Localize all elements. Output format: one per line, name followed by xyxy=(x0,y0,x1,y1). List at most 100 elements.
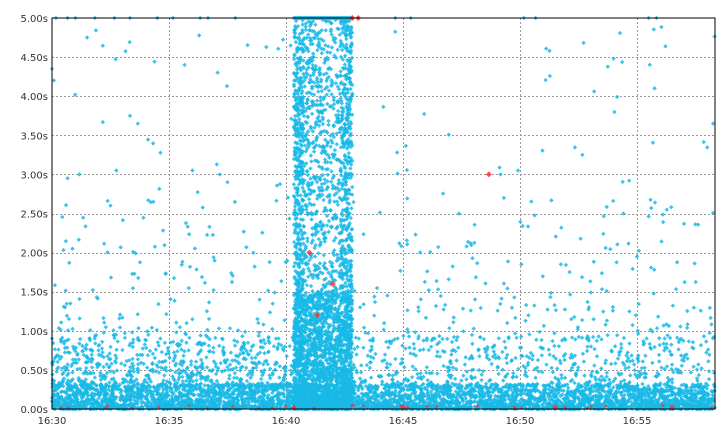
response-time-point xyxy=(79,396,84,401)
response-time-point xyxy=(225,391,231,397)
response-time-point xyxy=(471,399,477,405)
response-time-point xyxy=(52,355,57,361)
response-time-point xyxy=(706,369,712,374)
response-time-point xyxy=(639,365,644,371)
response-time-point xyxy=(637,387,643,392)
response-time-point xyxy=(528,397,533,402)
response-time-point xyxy=(237,386,243,391)
response-time-point xyxy=(113,353,118,358)
response-time-point xyxy=(552,343,557,349)
response-time-point xyxy=(382,396,388,402)
response-time-point xyxy=(512,396,517,402)
response-time-point xyxy=(139,393,144,399)
response-time-point xyxy=(367,382,372,388)
response-time-point xyxy=(647,387,653,392)
response-time-point xyxy=(584,387,589,392)
response-time-point xyxy=(86,398,91,403)
response-time-point xyxy=(527,403,533,408)
response-time-point xyxy=(173,369,178,375)
response-time-point xyxy=(523,388,528,393)
response-time-point xyxy=(255,389,261,394)
response-time-point xyxy=(504,382,510,387)
response-time-point xyxy=(646,384,651,389)
response-time-point xyxy=(702,390,707,395)
response-time-point xyxy=(592,385,597,390)
response-time-point xyxy=(484,385,490,391)
response-time-point xyxy=(280,390,286,396)
response-time-point xyxy=(198,399,204,405)
response-time-point xyxy=(576,389,581,394)
response-time-point xyxy=(525,402,530,407)
response-time-point xyxy=(512,400,518,405)
response-time-point xyxy=(532,397,537,403)
response-time-point xyxy=(194,397,199,402)
response-time-point xyxy=(215,402,221,408)
response-time-point xyxy=(535,381,540,387)
response-time-point xyxy=(111,403,117,409)
response-time-point xyxy=(66,337,71,342)
response-time-point xyxy=(98,402,104,407)
response-time-point xyxy=(104,382,109,388)
response-time-point xyxy=(118,387,123,392)
response-time-point xyxy=(680,401,685,406)
response-time-point xyxy=(249,355,254,361)
response-time-point xyxy=(107,402,112,407)
response-time-point xyxy=(445,391,450,397)
response-time-point xyxy=(646,397,651,403)
response-time-point xyxy=(593,393,598,398)
response-time-point xyxy=(203,401,208,407)
response-time-point xyxy=(512,387,518,392)
response-time-point xyxy=(167,399,172,404)
response-time-point xyxy=(60,366,65,371)
response-time-point xyxy=(199,404,204,410)
response-time-point xyxy=(549,402,554,408)
response-time-point xyxy=(442,404,447,409)
response-time-point xyxy=(91,403,96,408)
response-time-point xyxy=(575,386,581,392)
response-time-point xyxy=(533,403,538,409)
response-time-point xyxy=(164,388,170,394)
response-time-point xyxy=(139,400,144,405)
response-time-point xyxy=(281,384,286,390)
response-time-point xyxy=(558,360,563,366)
response-time-point xyxy=(464,399,470,405)
response-time-point xyxy=(382,352,388,357)
response-time-point xyxy=(683,387,688,393)
response-time-point xyxy=(244,378,250,384)
response-time-point xyxy=(239,394,244,399)
response-time-point xyxy=(179,391,184,396)
response-time-point xyxy=(546,394,551,399)
response-time-point xyxy=(207,400,212,405)
response-time-point xyxy=(669,392,675,398)
response-time-point xyxy=(643,353,648,358)
response-time-point xyxy=(129,393,135,399)
grid-lines xyxy=(52,18,715,409)
response-time-point xyxy=(619,403,624,409)
response-time-point xyxy=(422,385,428,391)
response-time-point xyxy=(683,404,689,409)
response-time-point xyxy=(424,370,429,375)
response-time-point xyxy=(367,399,373,404)
response-time-point xyxy=(580,391,585,396)
response-time-point xyxy=(429,370,435,376)
response-time-point xyxy=(212,384,218,389)
response-time-point xyxy=(625,388,630,393)
response-time-point xyxy=(276,391,282,396)
response-time-point xyxy=(363,400,369,405)
response-time-point xyxy=(567,392,572,398)
response-time-point xyxy=(237,390,242,396)
response-time-point xyxy=(151,384,156,390)
response-time-point xyxy=(631,387,636,392)
response-time-point xyxy=(487,405,492,410)
response-time-point xyxy=(479,377,484,383)
response-time-point xyxy=(189,374,194,380)
response-time-point xyxy=(80,348,86,354)
response-time-point xyxy=(517,388,523,393)
response-time-point xyxy=(674,404,680,410)
response-time-point xyxy=(486,394,492,399)
response-time-point xyxy=(519,396,525,402)
response-time-point xyxy=(217,343,222,348)
response-time-point xyxy=(553,399,558,404)
response-time-point xyxy=(412,397,417,403)
response-time-point xyxy=(500,392,505,397)
